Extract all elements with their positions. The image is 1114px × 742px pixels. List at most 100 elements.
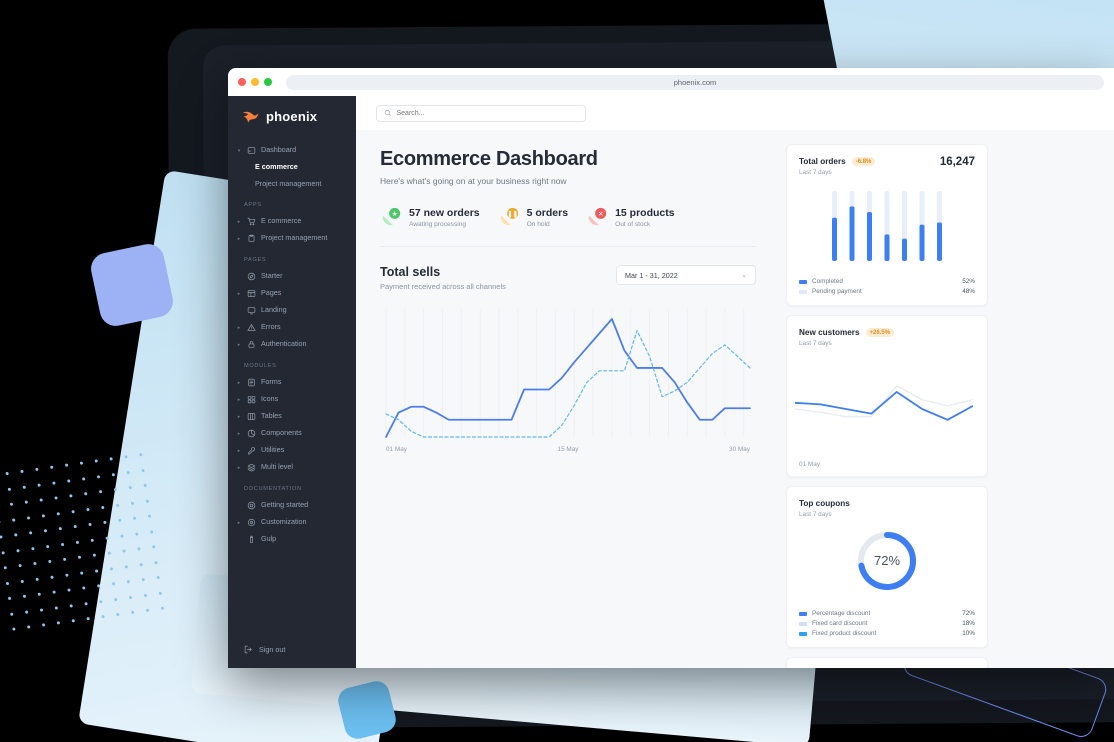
chevron-right-icon: ▸ xyxy=(237,430,241,437)
sidebar-item-label: Getting started xyxy=(261,500,309,510)
card-change-badge: +26.5% xyxy=(865,328,895,337)
dot xyxy=(141,577,145,582)
date-range-select[interactable]: Mar 1 - 31, 2022 ⌄ xyxy=(616,265,756,285)
dot xyxy=(132,516,137,520)
chevron-right-icon: ▸ xyxy=(237,379,241,386)
legend-swatch xyxy=(799,631,807,636)
bar-completed xyxy=(832,217,837,261)
sidebar-item-label: Icons xyxy=(261,394,279,404)
sidebar-item-getting-started[interactable]: Getting started xyxy=(228,497,356,514)
sidebar-item-e-commerce[interactable]: ▸ E commerce xyxy=(228,213,356,230)
dot xyxy=(143,483,147,488)
sidebar-item-multi-level[interactable]: ▸ Multi level xyxy=(228,459,356,476)
sidebar-item-utilities[interactable]: ▸ Utilities xyxy=(228,442,356,459)
dot xyxy=(126,470,130,474)
stat-on-hold: ❚❚ 5 orders On hold xyxy=(498,206,568,228)
dot xyxy=(39,498,43,502)
dot xyxy=(94,459,98,463)
dot xyxy=(143,593,148,597)
legend-swatch xyxy=(799,621,807,626)
dot xyxy=(124,455,128,459)
wrench-icon xyxy=(247,447,255,455)
chevron-right-icon: ▸ xyxy=(237,290,241,297)
stat-label: On hold xyxy=(526,220,550,228)
sidebar-item-icons[interactable]: ▸ Icons xyxy=(228,391,356,408)
orders-bar-chart xyxy=(832,191,942,261)
dot xyxy=(118,518,122,522)
sign-out-label: Sign out xyxy=(259,645,286,654)
card-title-text: New customers xyxy=(799,328,860,337)
dot xyxy=(160,606,165,610)
sidebar-item-label: Landing xyxy=(261,305,287,315)
search-input[interactable] xyxy=(396,109,578,117)
signout-icon xyxy=(244,645,252,654)
sidebar-item-dashboard[interactable]: ▾ Dashboard xyxy=(228,142,356,159)
stat-value: 5 orders xyxy=(526,206,569,219)
brand[interactable]: phoenix xyxy=(228,96,356,140)
dot xyxy=(65,573,69,577)
sidebar-item-label: Customization xyxy=(261,517,307,527)
sidebar-item-starter[interactable]: Starter xyxy=(228,268,356,285)
sidebar-item-pages[interactable]: ▸ Pages xyxy=(228,285,356,302)
card-subtitle: Last 7 days xyxy=(799,340,832,347)
traffic-lights[interactable] xyxy=(238,78,272,86)
dot xyxy=(84,492,88,496)
dot xyxy=(128,595,133,599)
svg-text:★: ★ xyxy=(392,211,398,218)
lock-icon xyxy=(248,341,255,349)
chevron-right-icon: ▸ xyxy=(237,218,241,225)
sidebar-item-gulp[interactable]: Gulp xyxy=(228,531,356,548)
sidebar-item-components[interactable]: ▸ Components xyxy=(228,425,356,442)
dot xyxy=(122,549,126,553)
decorative-dot-grid xyxy=(0,451,178,647)
sidebar-item-label: Project management xyxy=(255,178,322,188)
sidebar-item-tables[interactable]: ▸ Tables xyxy=(228,408,356,425)
maximize-button-icon[interactable] xyxy=(264,78,272,86)
dot xyxy=(152,545,156,549)
sidebar-item-project-management[interactable]: Project management xyxy=(228,176,356,193)
pause-badge-yellow: ❚❚ xyxy=(498,206,520,228)
x-tick-label: 15 May xyxy=(558,446,580,453)
decorative-square-periwinkle xyxy=(88,241,176,329)
dot xyxy=(3,566,7,570)
dot xyxy=(14,533,18,537)
dot xyxy=(77,555,82,559)
sidebar-item-landing[interactable]: Landing xyxy=(228,302,356,319)
legend-value: 72% xyxy=(962,610,975,617)
dot xyxy=(97,584,101,588)
stat-summary-row: ★ 57 new orders Awating processing ❚❚ 5 orde… xyxy=(380,206,756,247)
chevron-right-icon: ▸ xyxy=(237,519,241,526)
bar-completed xyxy=(867,212,872,261)
global-search[interactable] xyxy=(376,104,586,122)
dot xyxy=(31,546,35,550)
url-bar[interactable]: phoenix.com xyxy=(286,74,1104,90)
dot xyxy=(107,551,111,555)
donut-center-label: 72% xyxy=(874,553,900,568)
compass-icon xyxy=(247,273,256,281)
sidebar-item-forms[interactable]: ▸ Forms xyxy=(228,374,356,391)
card-value: 16,247 xyxy=(939,156,975,168)
stat-out-of-stock: ✕ 15 products Out of stock xyxy=(586,206,675,228)
main-area: Ecommerce Dashboard Here's what's going … xyxy=(356,96,1114,668)
dot xyxy=(41,623,46,627)
dot xyxy=(22,594,27,599)
sidebar-item-e-commerce[interactable]: E commerce xyxy=(228,159,356,176)
legend-row: Percentage discount 72% xyxy=(799,610,975,617)
sidebar-item-authentication[interactable]: ▸ Authentication xyxy=(228,336,356,353)
dot xyxy=(130,501,135,505)
dot xyxy=(139,562,143,566)
sidebar-item-project-management[interactable]: ▸ Project management xyxy=(228,230,356,247)
legend-swatch xyxy=(799,289,807,294)
minimize-button-icon[interactable] xyxy=(251,78,259,86)
dot xyxy=(94,568,99,573)
dot xyxy=(26,515,31,520)
sidebar-item-customization[interactable]: ▸ Customization xyxy=(228,514,356,531)
close-button-icon[interactable] xyxy=(238,78,246,86)
legend-value: 18% xyxy=(962,620,975,627)
dot xyxy=(135,531,139,536)
total-sells-title: Total sells xyxy=(380,265,441,279)
sidebar-item-errors[interactable]: ▸ Errors xyxy=(228,319,356,336)
dot xyxy=(35,467,39,472)
sidebar-item-sign-out[interactable]: Sign out xyxy=(228,645,356,668)
stat-label: Awating processing xyxy=(409,220,467,228)
